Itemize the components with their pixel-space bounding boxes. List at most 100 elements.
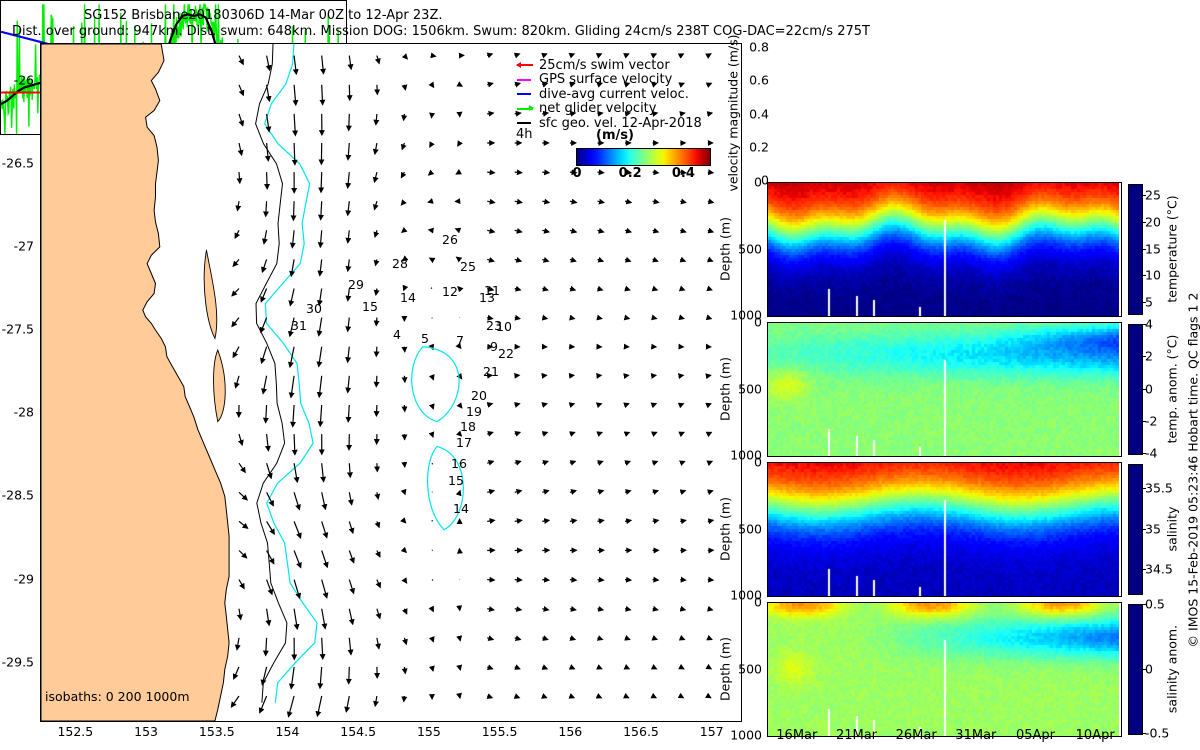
current-vector xyxy=(514,169,523,176)
current-vector xyxy=(266,463,273,480)
current-vector xyxy=(289,230,296,249)
legend-item-3: net glider velocity xyxy=(517,102,747,117)
current-vector xyxy=(456,635,463,642)
current-vector xyxy=(321,579,329,599)
temperature-colorbar xyxy=(1128,184,1143,315)
current-vector xyxy=(568,693,576,699)
current-vector xyxy=(707,169,715,176)
temperature-anomaly-section[interactable] xyxy=(767,322,1122,457)
current-vector xyxy=(454,227,462,234)
current-vector xyxy=(705,692,712,699)
colorbar-tick: 25 xyxy=(1145,187,1161,203)
legend-label: net glider velocity xyxy=(539,101,657,117)
current-vector xyxy=(402,284,409,292)
current-vector xyxy=(347,492,354,506)
colorbar-tick-mark xyxy=(1141,324,1146,325)
current-vector xyxy=(487,169,496,176)
current-vector xyxy=(400,488,407,496)
current-vector xyxy=(431,549,434,551)
current-vector xyxy=(514,459,522,466)
current-vector xyxy=(236,608,243,621)
current-vector xyxy=(264,172,271,190)
track-day-number: 29 xyxy=(348,277,364,292)
current-vector xyxy=(652,518,660,525)
current-vector xyxy=(487,314,494,321)
current-vector xyxy=(678,314,685,321)
current-vector xyxy=(430,52,437,59)
current-vector xyxy=(624,285,631,292)
temperature-section-canvas xyxy=(768,183,1119,316)
current-vector xyxy=(541,372,548,379)
current-vector xyxy=(291,142,298,166)
current-vector xyxy=(400,517,407,524)
current-vector xyxy=(596,314,603,321)
current-vector xyxy=(293,492,301,511)
current-vector xyxy=(265,55,272,72)
track-day-number: 25 xyxy=(460,259,476,274)
current-vector xyxy=(624,198,633,205)
current-vector xyxy=(487,110,495,117)
track-day-number: 19 xyxy=(466,404,482,419)
current-vector xyxy=(514,431,522,437)
current-vector xyxy=(706,285,713,292)
legend-label: dive-avg current veloc. xyxy=(539,86,689,102)
current-vector xyxy=(542,518,551,525)
legend-item-0: 25cm/s swim vector xyxy=(516,58,747,73)
depth-tick: 1000 xyxy=(730,447,762,463)
track-day-number: 7 xyxy=(456,333,464,348)
current-vector xyxy=(373,317,380,327)
map-xtick: 154 xyxy=(275,724,300,739)
colorbar-tick: 5 xyxy=(1145,294,1153,310)
track-day-number: 10 xyxy=(496,319,512,334)
current-vector xyxy=(237,142,244,157)
track-day-number: 31 xyxy=(291,318,307,333)
current-vector xyxy=(259,317,268,334)
legend-arrow-icon xyxy=(517,93,531,96)
legend-swatch-icon xyxy=(517,117,539,129)
map-ytick: -29.5 xyxy=(1,654,34,670)
colorbar-tick: 34.5 xyxy=(1145,561,1173,577)
current-vector xyxy=(264,142,271,162)
current-vector xyxy=(428,81,435,89)
current-vector xyxy=(320,55,327,75)
current-vector xyxy=(456,81,464,87)
glider-track-map[interactable]: 26 25 28 29 30 31 15 14 12 11 13 23 10 9 22 21 4 5 7 20 19 18… xyxy=(40,43,742,722)
current-vector xyxy=(455,169,462,175)
current-vector xyxy=(260,288,268,303)
map-legend: 25cm/s swim vector GPS surface velocity di… xyxy=(516,58,747,131)
current-vector xyxy=(400,171,407,179)
colorbar-tick-mark xyxy=(1141,221,1146,223)
current-vector xyxy=(374,84,381,96)
current-vector xyxy=(595,693,603,699)
current-vector xyxy=(514,372,521,379)
current-vector xyxy=(402,637,408,646)
current-vector xyxy=(431,579,434,581)
current-vector xyxy=(231,317,240,328)
current-vector xyxy=(234,375,240,389)
depth-axis-label: Depth (m) xyxy=(717,636,733,701)
current-vector xyxy=(348,579,356,595)
velocity-ytick: 0 xyxy=(761,172,769,188)
current-vector xyxy=(541,314,549,321)
colorbar-tick-mark xyxy=(1141,420,1146,422)
depth-tick: 1000 xyxy=(730,727,762,743)
current-vector xyxy=(705,373,712,380)
current-vector xyxy=(706,460,714,467)
current-vector xyxy=(624,635,631,641)
velocity-colorbar xyxy=(576,148,711,166)
temperature-section[interactable] xyxy=(767,182,1122,317)
current-vector xyxy=(345,259,352,273)
map-ytick: -27 xyxy=(13,238,34,254)
current-vector xyxy=(345,230,352,244)
current-vector xyxy=(569,431,576,437)
current-vector xyxy=(431,462,434,465)
salinity-anomaly-section[interactable] xyxy=(767,602,1122,737)
current-vector xyxy=(348,608,355,626)
legend-arrow-icon xyxy=(516,61,533,68)
salinity-section[interactable] xyxy=(767,462,1122,597)
current-vector xyxy=(513,52,521,59)
date-tick: 26Mar xyxy=(895,728,937,743)
depth-tick: 0 xyxy=(754,594,762,610)
current-vector xyxy=(401,666,408,675)
current-vector xyxy=(569,285,577,292)
